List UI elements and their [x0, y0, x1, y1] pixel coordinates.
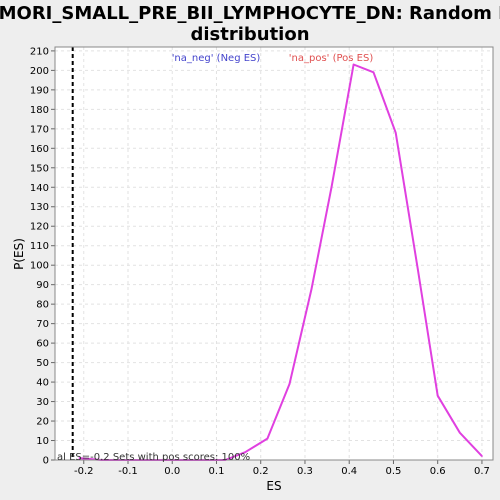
y-tick-label: 160	[30, 144, 49, 155]
series-point	[352, 63, 355, 66]
series-point	[266, 437, 269, 440]
x-tick-label: 0.7	[474, 466, 490, 477]
y-tick-label: 10	[36, 436, 49, 447]
y-tick-label: 40	[36, 378, 49, 389]
series-point	[436, 394, 439, 397]
legend-neg-es: 'na_neg' (Neg ES)	[172, 53, 261, 64]
axis-tick-labels: 0 10 20 30 40 50 60 70 80 90 100 110 120 130 140 150 160…	[30, 46, 490, 477]
legend-pos-es: 'na_pos' (Pos ES)	[289, 53, 374, 64]
y-tick-label: 180	[30, 105, 49, 116]
y-tick-label: 110	[30, 241, 49, 252]
y-tick-label: 100	[30, 261, 49, 272]
series-point	[78, 457, 81, 459]
x-axis-label: ES	[266, 479, 281, 493]
x-tick-label: -0.1	[118, 466, 138, 477]
y-tick-label: 170	[30, 124, 49, 135]
x-tick-label: 0.3	[297, 466, 313, 477]
series-point	[481, 455, 483, 457]
series-point	[372, 71, 375, 74]
grid-lines	[55, 47, 493, 461]
series-point	[244, 451, 247, 454]
series-point	[310, 287, 313, 290]
y-tick-label: 0	[43, 456, 49, 467]
y-tick-label: 30	[36, 397, 49, 408]
y-tick-label: 140	[30, 183, 49, 194]
x-tick-label: 0.6	[430, 466, 446, 477]
y-tick-label: 200	[30, 66, 49, 77]
y-tick-label: 130	[30, 202, 49, 213]
series-point	[459, 431, 461, 434]
y-tick-label: 120	[30, 222, 49, 233]
y-tick-label: 90	[36, 280, 49, 291]
y-tick-label: 190	[30, 85, 49, 96]
series-point	[330, 186, 333, 189]
x-tick-label: 0.4	[341, 466, 357, 477]
chart-title-line1: MORI_SMALL_PRE_BII_LYMPHOCYTE_DN: Random…	[0, 3, 500, 24]
y-tick-label: 60	[36, 339, 49, 350]
series-point	[394, 131, 397, 134]
x-tick-label: 0.5	[386, 466, 402, 477]
x-tick-label: 0.0	[164, 466, 180, 477]
series-point	[416, 268, 419, 270]
y-axis-label: P(ES)	[12, 238, 26, 270]
x-tick-label: 0.2	[253, 466, 269, 477]
chart-title-line2: distribution	[190, 24, 309, 45]
x-tick-label: -0.2	[74, 466, 94, 477]
y-tick-label: 210	[30, 46, 49, 57]
axis-ticks	[51, 50, 483, 464]
y-tick-label: 150	[30, 163, 49, 174]
y-tick-label: 80	[36, 300, 49, 311]
x-tick-label: 0.1	[209, 466, 225, 477]
plot-border	[54, 46, 494, 461]
series-point	[288, 383, 291, 385]
y-tick-label: 50	[36, 358, 49, 369]
y-tick-label: 70	[36, 319, 49, 330]
observed-es-annotation: al ES=-0.2 Sets with pos scores: 100%	[57, 452, 250, 463]
y-tick-label: 20	[36, 417, 49, 428]
